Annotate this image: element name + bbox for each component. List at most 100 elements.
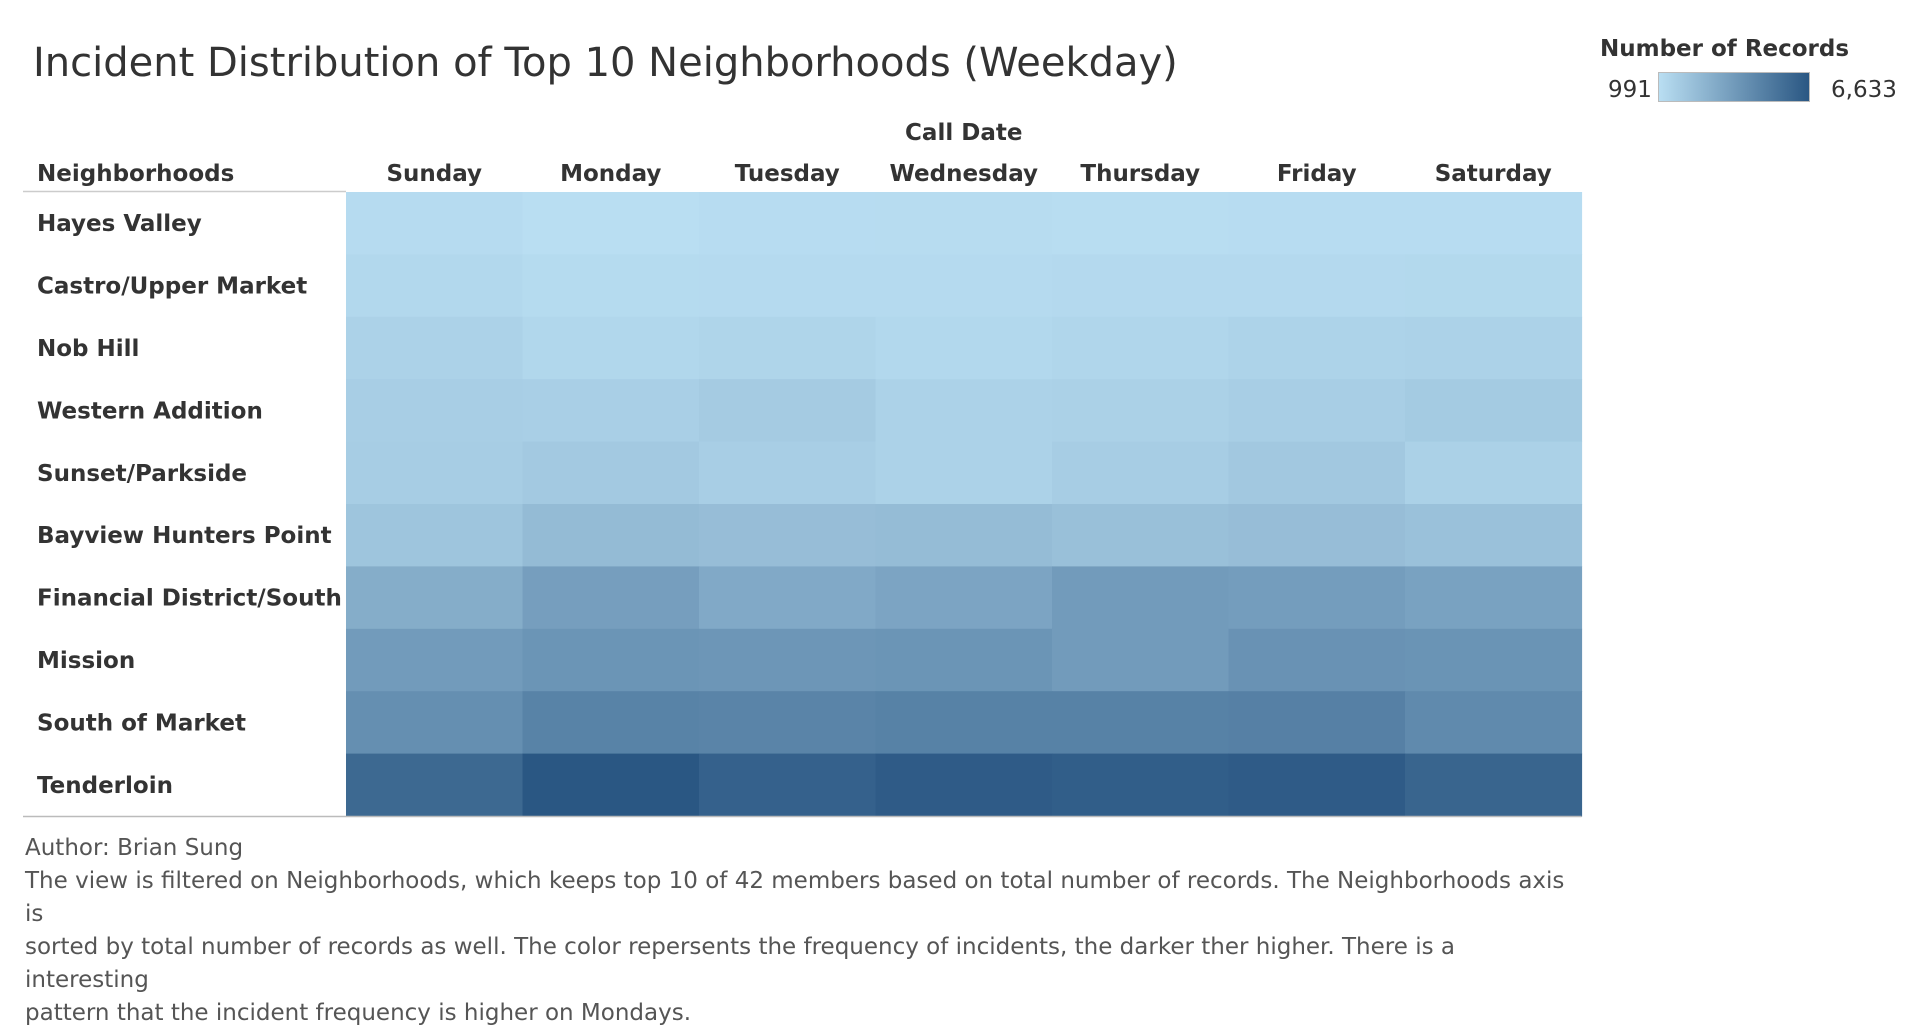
heatmap-cell[interactable]: Nob Hill / Saturday: 1500 [1405, 316, 1583, 380]
heatmap-cell[interactable]: Mission / Wednesday: 4050 [875, 628, 1053, 692]
row-labels: Hayes Valley Castro/Upper Market Nob Hill W… [37, 211, 385, 799]
column-label-saturday: Saturday [1435, 161, 1552, 187]
description-line: The view is filtered on Neighborhoods, w… [25, 868, 1565, 927]
heatmap-cell[interactable]: South of Market / Wednesday: 4850 [875, 691, 1053, 755]
heatmap-cell[interactable]: Bayview Hunters Point / Saturday: 2200 [1405, 504, 1583, 567]
row-label: Tenderloin [37, 773, 173, 799]
heatmap-cell[interactable]: Hayes Valley / Monday: 1000 [522, 192, 700, 255]
heatmap-cell[interactable]: South of Market / Tuesday: 4750 [699, 691, 877, 755]
row-label: Nob Hill [37, 336, 139, 362]
heatmap-cell[interactable]: Tenderloin / Friday: 6450 [1228, 753, 1406, 817]
heatmap-cells: Hayes Valley / Sunday: 1100Hayes Valley … [346, 192, 1583, 817]
heatmap-cell[interactable]: Bayview Hunters Point / Sunday: 2050 [346, 504, 524, 567]
heatmap-cell[interactable]: Financial District/South B.. / Tuesday: … [699, 566, 877, 630]
heatmap-cell[interactable]: Western Addition / Friday: 1650 [1228, 379, 1406, 443]
heatmap-cell[interactable]: Bayview Hunters Point / Thursday: 2250 [1052, 504, 1230, 567]
heatmap-cell[interactable]: Castro/Upper Market / Tuesday: 1150 [699, 254, 877, 318]
heatmap-cell[interactable]: Tenderloin / Thursday: 6350 [1052, 753, 1230, 817]
heatmap-cell[interactable]: Castro/Upper Market / Friday: 1190 [1228, 254, 1406, 318]
heatmap-cell[interactable]: Castro/Upper Market / Saturday: 1220 [1405, 254, 1583, 318]
heatmap-cell[interactable]: Western Addition / Monday: 1620 [522, 379, 700, 443]
heatmap-cell[interactable]: Financial District/South B.. / Monday: 3… [522, 566, 700, 630]
heatmap-cell[interactable]: Castro/Upper Market / Thursday: 1200 [1052, 254, 1230, 318]
heatmap-cell[interactable]: South of Market / Thursday: 4850 [1052, 691, 1230, 755]
heatmap-cell[interactable]: Financial District/South B.. / Saturday:… [1405, 566, 1583, 630]
heatmap-cell[interactable]: Bayview Hunters Point / Wednesday: 2400 [875, 504, 1053, 567]
heatmap-cell[interactable]: Mission / Tuesday: 4000 [699, 628, 877, 692]
column-label-friday: Friday [1277, 161, 1357, 187]
heatmap-cell[interactable]: Mission / Sunday: 3800 [346, 628, 524, 692]
heatmap-cell[interactable]: Tenderloin / Sunday: 5900 [346, 753, 524, 817]
column-label-thursday: Thursday [1080, 161, 1200, 187]
heatmap-cell[interactable]: Sunset/Parkside / Monday: 1850 [522, 441, 700, 505]
heatmap-cell[interactable]: Sunset/Parkside / Friday: 1900 [1228, 441, 1406, 505]
heatmap-chart: Call Date Neighborhoods Sunday Monday Tues… [23, 120, 1583, 818]
description-line: pattern that the incident frequency is h… [25, 1000, 692, 1026]
heatmap-cell[interactable]: Financial District/South B.. / Thursday:… [1052, 566, 1230, 630]
heatmap-cell[interactable]: Financial District/South B.. / Wednesday… [875, 566, 1053, 630]
row-header-neighborhoods: Neighborhoods [37, 161, 234, 187]
legend-gradient-bar [1658, 72, 1810, 102]
row-label: Western Addition [37, 398, 263, 424]
heatmap-cell[interactable]: Nob Hill / Wednesday: 1250 [875, 316, 1053, 380]
column-label-tuesday: Tuesday [735, 161, 840, 187]
heatmap-cell[interactable]: Mission / Friday: 4150 [1228, 628, 1406, 692]
heatmap-cell[interactable]: South of Market / Monday: 4800 [522, 691, 700, 755]
heatmap-cell[interactable]: Bayview Hunters Point / Monday: 2450 [522, 504, 700, 567]
heatmap-cell[interactable]: Castro/Upper Market / Wednesday: 1140 [875, 254, 1053, 318]
heatmap-cell[interactable]: Sunset/Parkside / Thursday: 1700 [1052, 441, 1230, 505]
heatmap-cell[interactable]: Hayes Valley / Friday: 1060 [1228, 192, 1406, 255]
color-legend: Number of Records 991 6,633 [1590, 34, 1910, 114]
author-line: Author: Brian Sung [25, 835, 244, 861]
heatmap-cell[interactable]: Western Addition / Sunday: 1650 [346, 379, 524, 443]
row-label: Bayview Hunters Point [37, 523, 332, 549]
heatmap-cell[interactable]: Sunset/Parkside / Sunday: 1700 [346, 441, 524, 505]
heatmap-cell[interactable]: Bayview Hunters Point / Tuesday: 2350 [699, 504, 877, 567]
heatmap-cell[interactable]: Financial District/South B.. / Sunday: 3… [346, 566, 524, 630]
row-label: Financial District/South B.. [37, 586, 385, 612]
heatmap-cell[interactable]: Hayes Valley / Saturday: 1060 [1405, 192, 1583, 255]
heatmap-cell[interactable]: Tenderloin / Tuesday: 6200 [699, 753, 877, 817]
row-label: Sunset/Parkside [37, 461, 247, 487]
heatmap-cell[interactable]: Mission / Saturday: 4100 [1405, 628, 1583, 692]
heatmap-cell[interactable]: South of Market / Sunday: 4300 [346, 691, 524, 755]
heatmap-cell[interactable]: Bayview Hunters Point / Friday: 2350 [1228, 504, 1406, 567]
heatmap-cell[interactable]: Western Addition / Tuesday: 1780 [699, 379, 877, 443]
column-label-sunday: Sunday [386, 161, 482, 187]
row-label: South of Market [37, 710, 246, 736]
heatmap-cell[interactable]: Hayes Valley / Wednesday: 1080 [875, 192, 1053, 255]
legend-title: Number of Records [1600, 36, 1850, 62]
heatmap-cell[interactable]: Nob Hill / Sunday: 1500 [346, 316, 524, 380]
heatmap-cell[interactable]: Tenderloin / Wednesday: 6450 [875, 753, 1053, 817]
row-label: Castro/Upper Market [37, 274, 307, 300]
column-header-call-date: Call Date [905, 120, 1022, 146]
heatmap-cell[interactable]: Castro/Upper Market / Monday: 1130 [522, 254, 700, 318]
heatmap-cell[interactable]: Sunset/Parkside / Wednesday: 1500 [875, 441, 1053, 505]
heatmap-cell[interactable]: Financial District/South B.. / Friday: 3… [1228, 566, 1406, 630]
heatmap-cell[interactable]: Sunset/Parkside / Saturday: 1550 [1405, 441, 1583, 505]
heatmap-cell[interactable]: Sunset/Parkside / Tuesday: 1650 [699, 441, 877, 505]
heatmap-cell[interactable]: Mission / Monday: 4050 [522, 628, 700, 692]
chart-title: Incident Distribution of Top 10 Neighbor… [33, 40, 1178, 86]
heatmap-cell[interactable]: Hayes Valley / Tuesday: 1060 [699, 192, 877, 255]
heatmap-cell[interactable]: Nob Hill / Friday: 1450 [1228, 316, 1406, 380]
column-label-monday: Monday [560, 161, 661, 187]
heatmap-cell[interactable]: Nob Hill / Monday: 1300 [522, 316, 700, 380]
heatmap-cell[interactable]: Hayes Valley / Thursday: 1040 [1052, 192, 1230, 255]
heatmap-cell[interactable]: Western Addition / Wednesday: 1500 [875, 379, 1053, 443]
heatmap-cell[interactable]: South of Market / Friday: 4900 [1228, 691, 1406, 755]
heatmap-cell[interactable]: Castro/Upper Market / Sunday: 1250 [346, 254, 524, 318]
heatmap-cell[interactable]: Nob Hill / Tuesday: 1380 [699, 316, 877, 380]
legend-min-label: 991 [1608, 77, 1652, 103]
heatmap-cell[interactable]: South of Market / Saturday: 4500 [1405, 691, 1583, 755]
description-line: sorted by total number of records as wel… [25, 934, 1455, 993]
row-label: Hayes Valley [37, 211, 202, 237]
heatmap-cell[interactable]: Tenderloin / Saturday: 6050 [1405, 753, 1583, 817]
heatmap-cell[interactable]: Mission / Thursday: 3800 [1052, 628, 1230, 692]
heatmap-cell[interactable]: Western Addition / Thursday: 1550 [1052, 379, 1230, 443]
heatmap-cell[interactable]: Western Addition / Saturday: 1800 [1405, 379, 1583, 443]
column-labels: Sunday Monday Tuesday Wednesday Thursday Frid… [386, 161, 1551, 187]
heatmap-cell[interactable]: Nob Hill / Thursday: 1330 [1052, 316, 1230, 380]
heatmap-cell[interactable]: Tenderloin / Monday: 6633 [522, 753, 700, 817]
heatmap-cell[interactable]: Hayes Valley / Sunday: 1100 [346, 192, 524, 255]
